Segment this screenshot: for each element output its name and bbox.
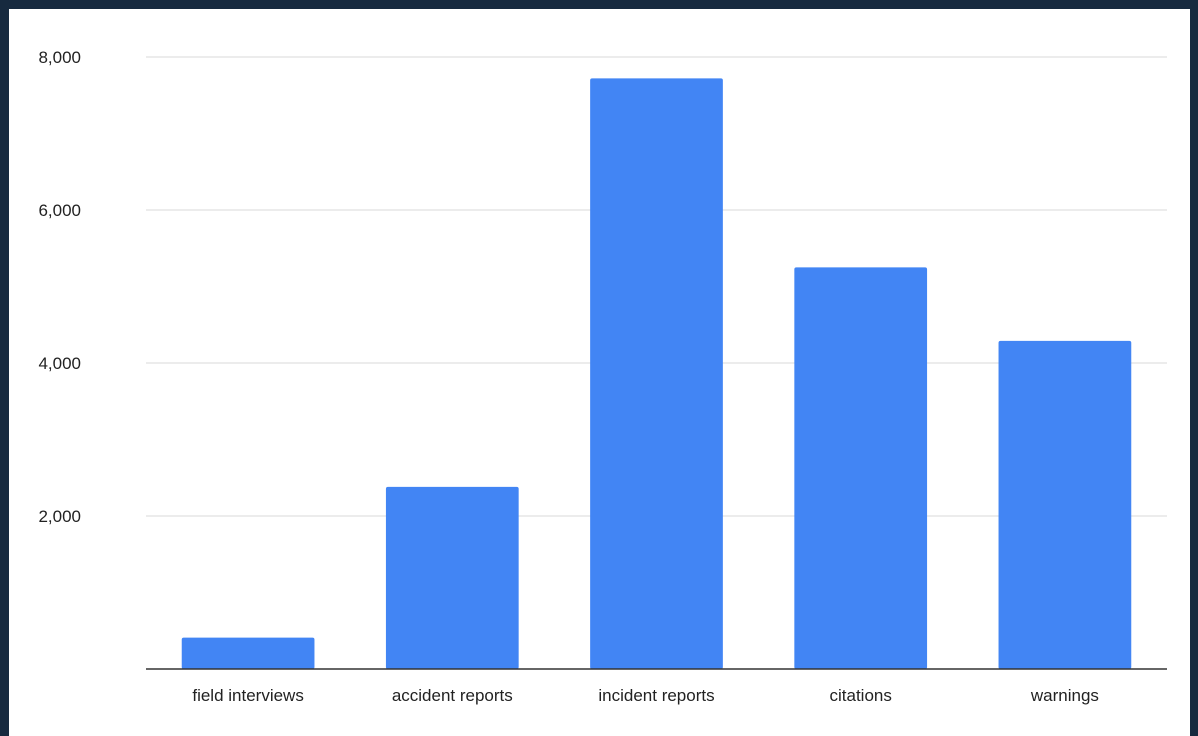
x-tick-label: incident reports <box>598 686 714 705</box>
chart-panel: 2,000 4,000 6,000 8,000 field interviews acc… <box>9 9 1190 736</box>
bar-warnings <box>998 340 1132 669</box>
y-tick-label: 6,000 <box>38 201 81 220</box>
bar-field-interviews <box>181 637 315 669</box>
bar-citations <box>794 267 928 669</box>
x-axis-tick-labels: field interviews accident reports incident… <box>192 686 1099 705</box>
y-tick-label: 4,000 <box>38 354 81 373</box>
y-tick-label: 8,000 <box>38 48 81 67</box>
y-axis-tick-labels: 2,000 4,000 6,000 8,000 <box>38 48 81 526</box>
x-tick-label: warnings <box>1030 686 1099 705</box>
bar-incident-reports <box>590 78 723 670</box>
x-tick-label: field interviews <box>192 686 304 705</box>
y-tick-label: 2,000 <box>38 507 81 526</box>
x-tick-label: citations <box>830 686 892 705</box>
x-tick-label: accident reports <box>392 686 513 705</box>
bar-chart: 2,000 4,000 6,000 8,000 field interviews acc… <box>38 48 1167 705</box>
bars <box>181 78 1132 670</box>
bar-accident-reports <box>385 486 519 669</box>
